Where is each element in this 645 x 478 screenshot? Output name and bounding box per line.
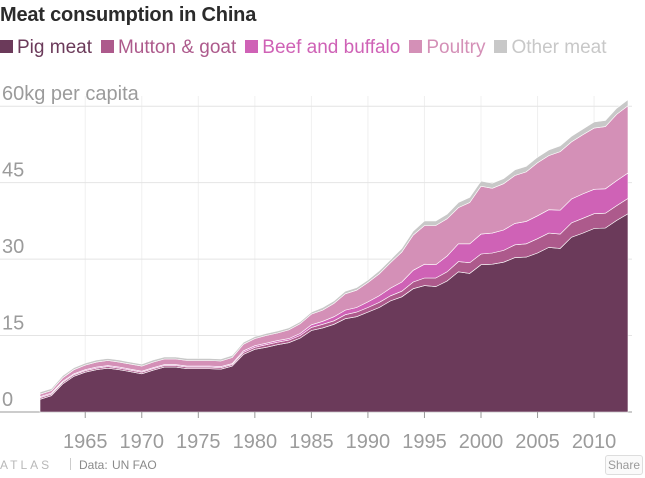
legend-label: Beef and buffalo [262, 37, 401, 58]
legend-swatch [409, 40, 423, 53]
x-tick-label: 1990 [346, 431, 391, 453]
legend-swatch [494, 40, 508, 53]
legend-label: Mutton & goat [117, 37, 237, 58]
legend-swatch [0, 40, 13, 53]
legend-item-beef-buffalo[interactable]: Beef and buffalo [245, 34, 400, 62]
share-button[interactable]: Share [605, 455, 643, 475]
area-layers [39, 98, 629, 413]
legend-label: Pig meat [17, 37, 92, 58]
x-tick-label: 1980 [233, 431, 278, 453]
y-tick-label: 45 [2, 160, 24, 182]
x-tick-label: 2010 [572, 431, 617, 453]
footer: ATLAS Data: UN FAO Share [0, 455, 645, 477]
legend-swatch [245, 40, 259, 53]
legend-label: Other meat [511, 37, 607, 58]
area-other-meat[interactable] [39, 98, 629, 395]
y-tick-label: 15 [2, 313, 24, 335]
x-tick-label: 1965 [63, 431, 108, 453]
x-tick-label: 2005 [515, 431, 560, 453]
x-tick-label: 2000 [459, 431, 504, 453]
source-label: Data: [79, 458, 108, 472]
legend-item-mutton-goat[interactable]: Mutton & goat [100, 34, 237, 62]
y-axis-ticks: 0 15 30 45 60kg per capita [2, 83, 140, 411]
y-tick-label: 30 [2, 236, 24, 258]
atlas-logo[interactable]: ATLAS [0, 458, 53, 472]
legend-item-poultry[interactable]: Poultry [409, 34, 485, 62]
legend: Pig meat Mutton & goat Beef and buffalo … [0, 34, 640, 62]
x-tick-label: 1985 [289, 431, 334, 453]
x-tick-label: 1975 [176, 431, 221, 453]
y-tick-label: 60kg per capita [2, 83, 140, 105]
x-axis-ticks: 1965 1970 1975 1980 1985 1990 1995 2000 2005 2010 [63, 412, 616, 453]
legend-item-pig-meat[interactable]: Pig meat [0, 34, 92, 62]
legend-item-other-meat[interactable]: Other meat [494, 34, 607, 62]
legend-swatch [100, 40, 114, 53]
y-tick-label: 0 [2, 389, 13, 411]
x-tick-label: 1995 [402, 431, 447, 453]
footer-divider [70, 458, 71, 470]
source-value: UN FAO [112, 458, 157, 472]
legend-label: Poultry [426, 37, 486, 58]
x-tick-label: 1970 [120, 431, 165, 453]
chart-title: Meat consumption in China [0, 4, 257, 26]
